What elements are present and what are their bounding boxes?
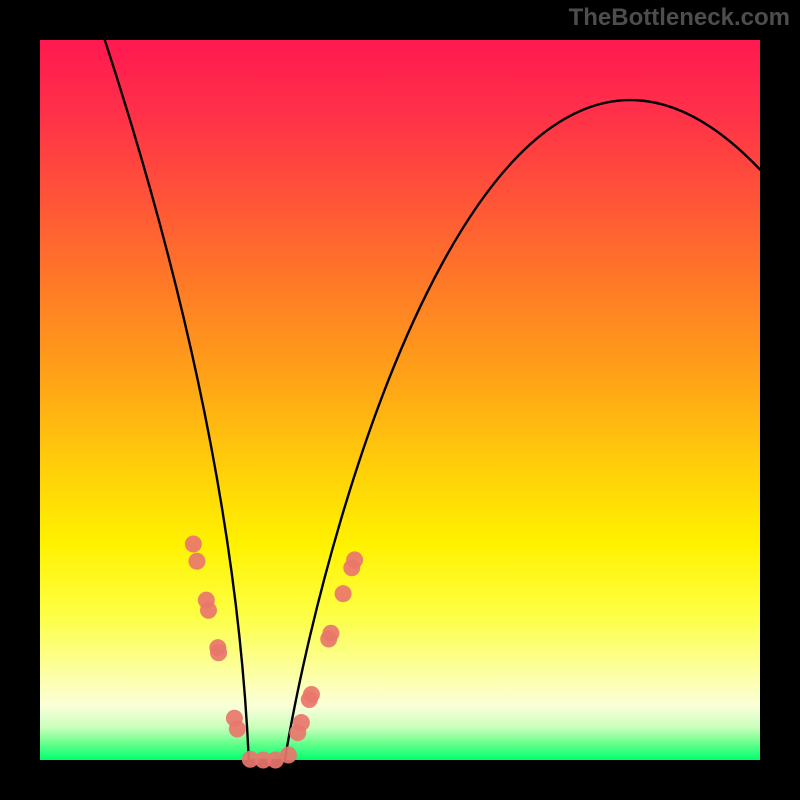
marker-point — [200, 602, 217, 619]
marker-point — [322, 625, 339, 642]
marker-point — [185, 536, 202, 553]
marker-point — [280, 746, 297, 763]
marker-group — [185, 536, 363, 769]
watermark-text: TheBottleneck.com — [569, 4, 790, 32]
marker-point — [335, 585, 352, 602]
bottleneck-curve — [105, 40, 760, 760]
marker-point — [303, 686, 320, 703]
marker-point — [188, 553, 205, 570]
marker-point — [346, 551, 363, 568]
marker-point — [229, 721, 246, 738]
marker-point — [293, 714, 310, 731]
chart-svg — [0, 0, 800, 800]
chart-container: TheBottleneck.com — [0, 0, 800, 800]
marker-point — [210, 644, 227, 661]
